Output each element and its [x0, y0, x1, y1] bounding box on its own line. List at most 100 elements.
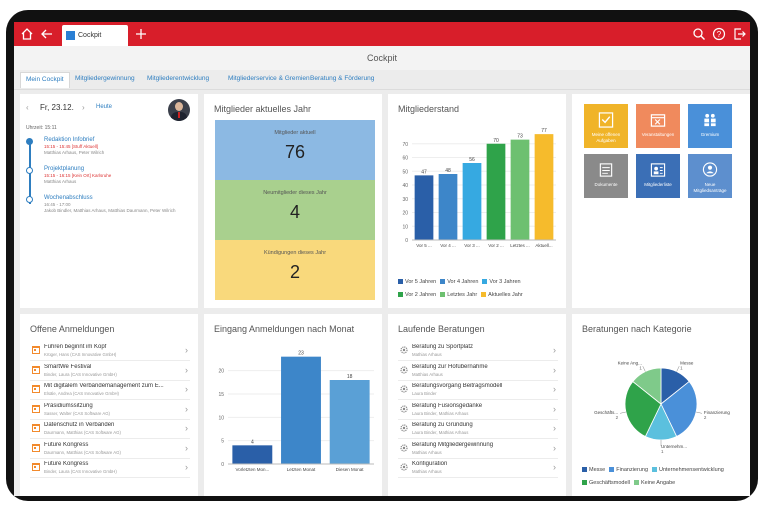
x-tick-label: Diesen Monat: [336, 467, 365, 472]
ongoing-consultations-card: Laufende Beratungen Beratung zu Sportpla…: [388, 314, 566, 496]
chevron-right-icon[interactable]: ›: [185, 462, 188, 472]
bar[interactable]: [329, 380, 370, 464]
list-item-subtitle: Daurmann, Matthias (CAS Software AG): [44, 449, 121, 455]
list-item-title: Beratung zu Sportplatz: [412, 344, 474, 350]
list-item[interactable]: Beratung Mitgliedergewinnung Mathias Arha…: [398, 440, 558, 459]
data-label: 77: [541, 128, 547, 134]
bar[interactable]: [462, 163, 482, 240]
avatar[interactable]: [168, 99, 190, 121]
list-item-subtitle: Elsäle, Andrea (CAS Innovative GmbH): [44, 391, 119, 396]
chevron-right-icon[interactable]: ›: [553, 442, 556, 453]
tile-label: Dokumente: [594, 182, 618, 187]
kpi-new-members[interactable]: Neumitglieder dieses Jahr 4: [215, 180, 375, 240]
list-item[interactable]: Mit digitalem Verbändemanagement zum E..…: [30, 381, 190, 400]
list-item-title: Beratung zu Gründung: [412, 422, 473, 428]
y-tick-label: 70: [402, 142, 408, 148]
legend-label: Vor 4 Jahren: [447, 279, 479, 285]
card-title: Offene Anmeldungen: [30, 324, 115, 334]
chevron-right-icon[interactable]: ›: [185, 345, 188, 355]
gear-icon: [400, 404, 408, 413]
list-item-title: Datenschutz in Verbänden: [44, 422, 115, 428]
tasks-icon: [598, 112, 614, 128]
event-registration-icon: [32, 365, 40, 374]
next-day-icon[interactable]: ›: [82, 103, 85, 112]
chevron-right-icon[interactable]: ›: [185, 442, 188, 453]
card-title: Laufende Beratungen: [398, 324, 485, 334]
kpi-members-current[interactable]: Mitglieder aktuell 76: [215, 120, 375, 180]
back-arrow-icon[interactable]: [38, 25, 56, 43]
slice-label: Unternehm...: [661, 444, 687, 449]
home-icon[interactable]: [18, 25, 36, 43]
list-item-subtitle: Binder, Laura (CAS Innovative GmbH): [44, 371, 117, 377]
list-item[interactable]: Beratung zur Hofübernahme Matthias Arhaus…: [398, 362, 558, 381]
today-link[interactable]: Heute: [96, 104, 113, 110]
chevron-right-icon[interactable]: ›: [185, 384, 188, 394]
calendar-card: ‹ Fr, 23.12. › Heute Uhrzeit: 15:11 Reda…: [20, 94, 198, 308]
pie-slice[interactable]: [632, 367, 662, 405]
list-item[interactable]: Beratung Fusionsgedanke Laura Binder, Mat…: [398, 401, 558, 420]
legend-swatch: [582, 480, 587, 486]
data-label: 4: [251, 439, 254, 445]
bar[interactable]: [281, 356, 321, 464]
list-item[interactable]: Datenschutz in Verbänden Daurmann, Matthi…: [30, 420, 190, 439]
prev-day-icon[interactable]: ‹: [26, 103, 29, 112]
kpi-cancellations[interactable]: Kündigungen dieses Jahr 2: [215, 240, 375, 300]
legend-swatch: [398, 279, 403, 285]
list-item[interactable]: Präsidiumssitzung Sasser, Walter (CAS Sof…: [30, 401, 190, 420]
chevron-right-icon[interactable]: ›: [185, 364, 188, 375]
event-item[interactable]: Projektplanung 15:15 - 16:15 [Kein Ort] …: [44, 166, 111, 184]
timeline-dot: [26, 138, 33, 145]
chevron-right-icon[interactable]: ›: [553, 345, 556, 355]
bar[interactable]: [486, 143, 506, 240]
tile-group[interactable]: Gremium: [688, 104, 732, 148]
chevron-right-icon[interactable]: ›: [553, 384, 556, 394]
chevron-right-icon[interactable]: ›: [553, 423, 556, 433]
y-tick-label: 60: [402, 156, 408, 162]
tile-member-list[interactable]: Mitgliederliste: [636, 154, 680, 198]
event-item[interactable]: Wochenabschluss 16:45 - 17:00 Jakob Bind…: [44, 195, 176, 213]
event-item[interactable]: Redaktion Infobrief 15:15 - 15:45 [Stuff…: [44, 137, 104, 155]
chevron-right-icon[interactable]: ›: [553, 462, 556, 472]
tab-mitgliederservice[interactable]: Mitgliederservice & Gremien: [228, 75, 310, 82]
chevron-right-icon[interactable]: ›: [185, 423, 188, 433]
bar[interactable]: [414, 175, 434, 240]
tile-calendar[interactable]: Veranstaltungen: [636, 104, 680, 148]
chevron-right-icon[interactable]: ›: [185, 403, 188, 414]
bar[interactable]: [438, 174, 458, 240]
search-icon[interactable]: [690, 25, 708, 43]
list-item[interactable]: Beratung zu Gründung Laura Binder, Mathia…: [398, 420, 558, 439]
tab-cockpit[interactable]: Cockpit: [62, 25, 128, 46]
pie-slice[interactable]: [624, 380, 662, 437]
pie-slice[interactable]: [660, 380, 698, 437]
legend-swatch: [481, 292, 487, 298]
bar[interactable]: [232, 445, 273, 464]
event-title: Projektplanung: [44, 166, 85, 172]
list-item[interactable]: Future Kongress Binder, Laura (CAS Innova…: [30, 459, 190, 478]
list-item[interactable]: Konfiguration Mathias Arhaus ›: [398, 459, 558, 478]
tab-mitgliederentwicklung[interactable]: Mitgliederentwicklung: [147, 75, 210, 82]
event-people: Matthias Arhaus, Peter Wilrich: [44, 150, 105, 155]
help-icon[interactable]: ?: [710, 25, 728, 43]
tile-document[interactable]: Dokumente: [584, 154, 628, 198]
tab-beratung[interactable]: Beratung & Förderung: [310, 75, 375, 82]
consultations-pie-card: Beratungen nach Kategorie Messe 1 Finanzie…: [572, 314, 750, 496]
add-tab-icon[interactable]: [132, 25, 150, 43]
bar[interactable]: [510, 139, 530, 240]
list-item[interactable]: Beratung zu Sportplatz Mathias Arhaus ›: [398, 342, 558, 361]
chevron-right-icon[interactable]: ›: [553, 364, 556, 375]
tile-new-member[interactable]: Neue Mitgliedsanträge: [688, 154, 732, 198]
logout-icon[interactable]: [730, 25, 748, 43]
chevron-right-icon[interactable]: ›: [553, 403, 556, 414]
tab-mitgliedergewinnung[interactable]: Mitgliedergewinnung: [75, 75, 135, 82]
list-item[interactable]: Beratungsvorgang Beitragsmodell Laura Bin…: [398, 381, 558, 400]
list-item[interactable]: SmartWe Festival Binder, Laura (CAS Innov…: [30, 362, 190, 381]
tile-label: Mitgliederliste: [644, 182, 672, 187]
legend-item: Vor 5 Jahren: [398, 277, 436, 287]
list-item-title: Führen beginnt im Kopf: [44, 344, 107, 350]
tile-tasks[interactable]: Meine offenen Aufgaben: [584, 104, 628, 148]
list-item[interactable]: Führen beginnt im Kopf Krüger, Hans (CAS …: [30, 342, 190, 361]
list-item[interactable]: Future Kongress Daurmann, Matthias (CAS S…: [30, 440, 190, 459]
slice-label: Keine Ang...: [618, 360, 642, 365]
bar[interactable]: [534, 134, 554, 240]
tab-mein-cockpit[interactable]: Mein Cockpit: [20, 72, 70, 88]
